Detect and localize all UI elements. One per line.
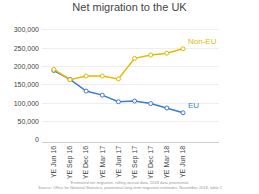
svg-text:100,000: 100,000 [14,100,39,107]
svg-text:YE Jun 17: YE Jun 17 [115,146,122,178]
svg-text:Non-EU: Non-EU [188,37,217,46]
svg-text:YE Dec 17: YE Dec 17 [147,146,154,180]
svg-text:300,000: 300,000 [14,26,39,33]
svg-text:50,000: 50,000 [18,118,40,125]
svg-text:YE Jun 18: YE Jun 18 [179,146,186,178]
svg-text:0: 0 [35,136,39,143]
svg-text:YE Dec 16: YE Dec 16 [82,146,89,180]
svg-text:150,000: 150,000 [14,81,39,88]
svg-text:Estimated net migration, rolli: Estimated net migration, rolling annual … [38,180,223,190]
svg-text:Net migration to the UK: Net migration to the UK [72,1,187,13]
svg-text:YE Sep 17: YE Sep 17 [131,146,139,180]
svg-text:200,000: 200,000 [14,63,39,70]
svg-text:YE Jun 16: YE Jun 16 [50,146,57,178]
svg-text:YE Mar 17: YE Mar 17 [99,146,106,179]
svg-text:EU: EU [188,101,199,110]
svg-text:250,000: 250,000 [14,45,39,52]
svg-text:YE Sep 16: YE Sep 16 [66,146,74,180]
svg-text:YE Mar 18: YE Mar 18 [163,146,170,179]
